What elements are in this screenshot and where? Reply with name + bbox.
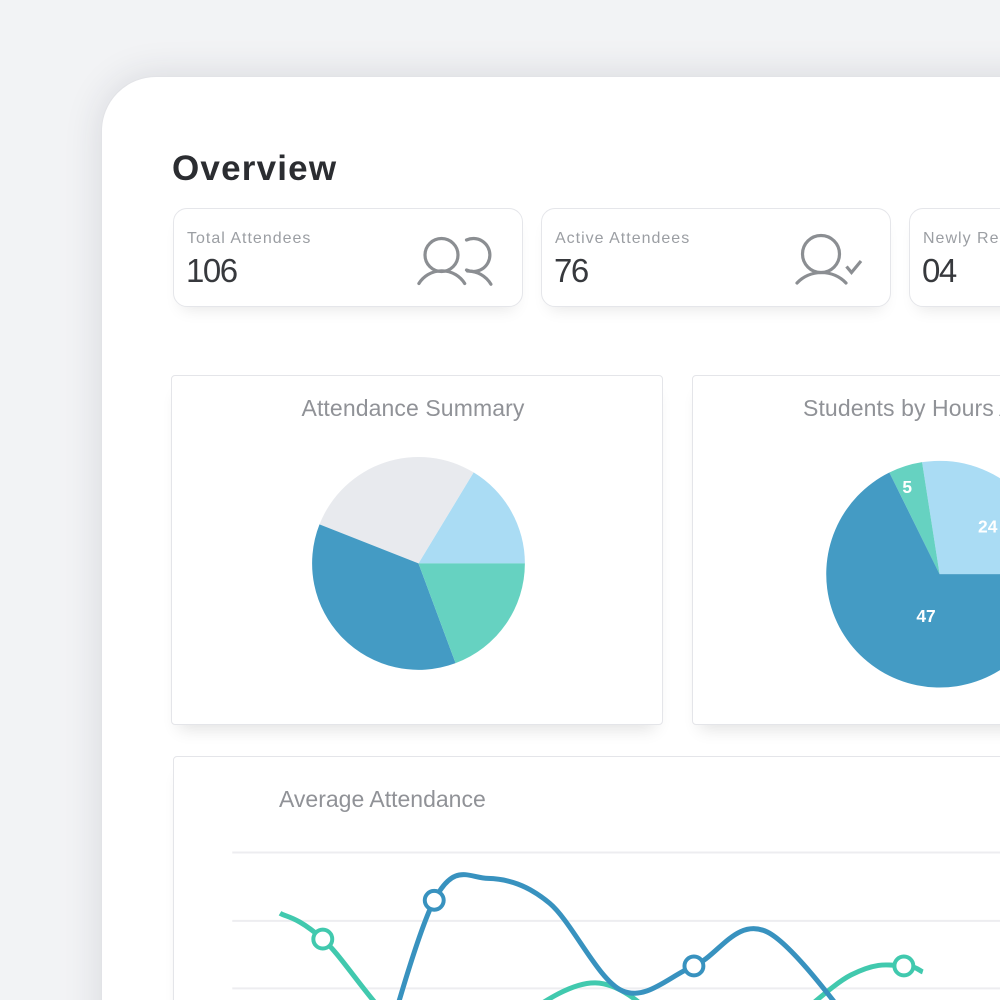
pie-slice-label: 5 [902,476,912,496]
main-panel: Overview Total Attendees 106 Active Atte… [101,76,1000,1000]
stat-card-newly-registered: Newly Registered 04 [909,208,1000,307]
pie-slice-label: 24 [978,516,998,536]
data-point-marker [682,954,706,978]
pie-slice-green [889,461,940,574]
stat-value: 04 [922,252,957,289]
chart-title: Students by Hours Attended [803,394,1000,421]
pie-slice-gray [319,456,474,563]
pie-slice-blue [311,523,456,670]
data-point-marker [422,888,446,912]
pie-slice-teal [417,562,525,663]
pie-slice-light_blue [922,460,1000,574]
chart-title: Attendance Summary [301,394,525,421]
stat-card-total-attendees: Total Attendees 106 [173,208,523,307]
chart-title: Average Attendance [279,786,486,812]
stat-value: 106 [186,252,238,289]
line-series-teal [278,911,924,1000]
line-series-blue [396,872,837,1000]
pie-slice-label: 47 [916,606,935,626]
stat-card-active-attendees: Active Attendees 76 [541,208,891,307]
users-icon [417,236,493,286]
page-title: Overview [172,149,338,188]
pie-slice-light_blue [417,471,525,563]
average-attendance-card: Average Attendance [173,756,1000,1000]
stat-label: Total Attendees [187,230,312,247]
attendance-summary-pie-chart [311,456,525,670]
stat-value: 76 [554,252,589,289]
stat-label: Newly Registered [923,230,1000,247]
pie-slice-blue [826,472,1000,687]
stat-label: Active Attendees [555,230,691,247]
students-by-hours-card: Students by Hours Attended 24 5 47 [692,374,1000,725]
user-check-icon [795,233,863,285]
average-attendance-line-chart [232,851,1000,1000]
attendance-summary-card: Attendance Summary [170,374,663,725]
data-point-marker [892,954,916,978]
students-by-hours-pie-chart: 24 5 47 [826,460,1000,687]
data-point-marker [311,927,335,951]
